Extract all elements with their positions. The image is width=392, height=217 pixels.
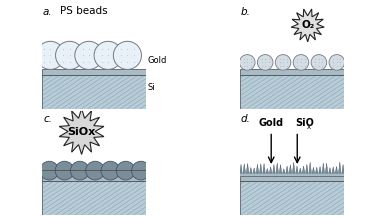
Polygon shape <box>332 167 334 173</box>
Polygon shape <box>243 164 245 173</box>
Bar <box>240 69 344 75</box>
Polygon shape <box>260 164 262 173</box>
Polygon shape <box>299 168 301 173</box>
Circle shape <box>101 161 120 180</box>
Polygon shape <box>59 108 104 155</box>
Text: SiOx: SiOx <box>67 127 96 136</box>
Polygon shape <box>289 165 292 173</box>
Circle shape <box>275 55 291 70</box>
Polygon shape <box>296 166 298 173</box>
Polygon shape <box>316 167 318 173</box>
Bar <box>42 75 146 108</box>
Circle shape <box>36 41 64 69</box>
Circle shape <box>94 41 122 69</box>
Circle shape <box>311 55 327 70</box>
Polygon shape <box>250 167 252 173</box>
Polygon shape <box>283 169 285 173</box>
Circle shape <box>55 161 74 180</box>
Bar <box>42 176 146 181</box>
Text: Si: Si <box>147 83 155 92</box>
Polygon shape <box>339 162 341 173</box>
Polygon shape <box>325 163 328 173</box>
Polygon shape <box>273 164 275 173</box>
Polygon shape <box>309 162 311 173</box>
Bar <box>42 181 146 215</box>
Text: SiO: SiO <box>295 118 314 128</box>
Polygon shape <box>322 163 325 173</box>
Text: Gold: Gold <box>147 56 167 65</box>
Polygon shape <box>291 9 324 42</box>
Polygon shape <box>335 166 338 173</box>
Polygon shape <box>256 164 259 173</box>
Polygon shape <box>240 164 242 173</box>
Circle shape <box>132 161 150 180</box>
Circle shape <box>258 55 273 70</box>
Bar <box>240 181 344 215</box>
Circle shape <box>240 55 255 70</box>
Polygon shape <box>246 163 249 173</box>
Circle shape <box>293 55 309 70</box>
Text: c.: c. <box>43 114 52 124</box>
Polygon shape <box>276 163 278 173</box>
Polygon shape <box>328 168 331 173</box>
Polygon shape <box>312 167 315 173</box>
Polygon shape <box>266 168 269 173</box>
Polygon shape <box>292 162 295 173</box>
Circle shape <box>329 55 345 70</box>
Text: x: x <box>307 124 311 130</box>
Bar <box>42 170 146 176</box>
Circle shape <box>56 41 83 69</box>
Polygon shape <box>269 167 272 173</box>
Text: b.: b. <box>241 7 251 17</box>
Bar <box>240 176 344 181</box>
Polygon shape <box>286 166 289 173</box>
Polygon shape <box>306 164 308 173</box>
Polygon shape <box>253 168 256 173</box>
Circle shape <box>75 41 103 69</box>
Polygon shape <box>302 166 305 173</box>
Polygon shape <box>342 164 344 173</box>
Polygon shape <box>319 166 321 173</box>
Text: O₂: O₂ <box>301 20 314 30</box>
Text: d.: d. <box>241 114 251 124</box>
Polygon shape <box>263 163 265 173</box>
Bar <box>240 173 344 176</box>
Bar <box>42 69 146 75</box>
Bar <box>240 75 344 108</box>
Text: Gold: Gold <box>259 118 284 128</box>
Circle shape <box>86 161 105 180</box>
Text: PS beads: PS beads <box>60 7 107 16</box>
Polygon shape <box>279 164 282 173</box>
Circle shape <box>113 41 142 69</box>
Circle shape <box>40 161 59 180</box>
Circle shape <box>116 161 135 180</box>
Circle shape <box>71 161 89 180</box>
Text: a.: a. <box>43 7 53 17</box>
